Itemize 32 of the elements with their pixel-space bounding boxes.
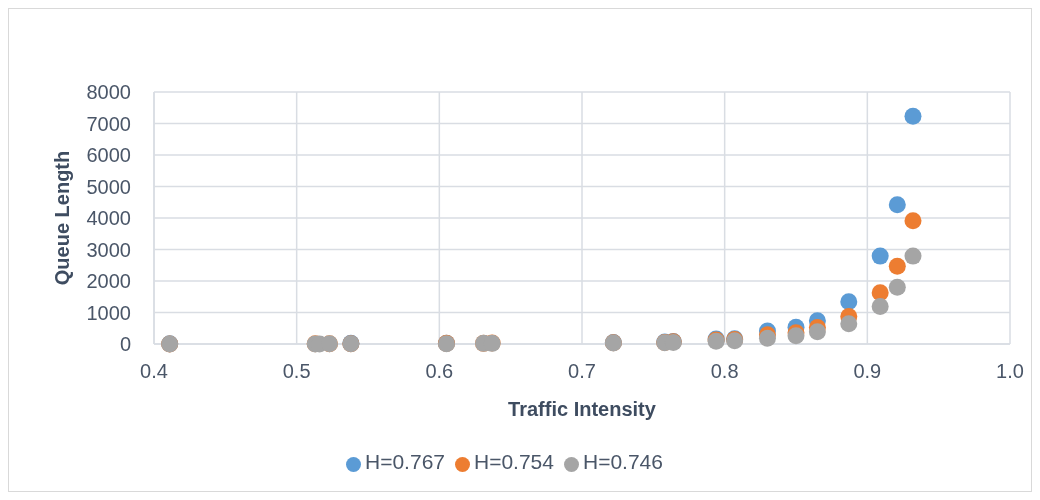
y-tick-label: 0 [119,333,131,356]
legend-label: H=0.754 [474,450,554,473]
y-tick-label: 8000 [86,81,131,104]
point [904,247,922,265]
point [888,257,906,275]
legend-label: H=0.746 [582,450,663,473]
x-tick-label: 0.9 [853,360,882,383]
point [904,212,922,230]
point [888,196,906,214]
x-tick-label: 0.7 [568,360,596,383]
x-tick-label: 0.5 [282,360,311,383]
y-tick-label: 1000 [86,301,131,324]
point [871,298,889,316]
x-axis-title: Traffic Intensity [508,398,657,420]
y-tick-label: 6000 [86,144,131,167]
x-tick-label: 0.8 [710,360,739,383]
y-tick-label: 7000 [86,112,131,135]
x-tick-label: 0.4 [140,360,168,383]
y-tick-label: 3000 [86,238,131,261]
y-tick-label: 5000 [86,175,131,198]
y-axis-title: Queue Length [51,150,73,286]
point [871,247,889,265]
x-tick-label: 1.0 [996,360,1024,383]
point [808,323,826,341]
x-tick-label: 0.6 [425,360,454,383]
y-tick-label: 4000 [86,207,131,230]
point [840,293,858,311]
legend-label: H=0.767 [365,450,445,473]
y-tick-label: 2000 [86,270,131,293]
point [904,107,922,125]
point [888,278,906,296]
point [840,315,858,333]
